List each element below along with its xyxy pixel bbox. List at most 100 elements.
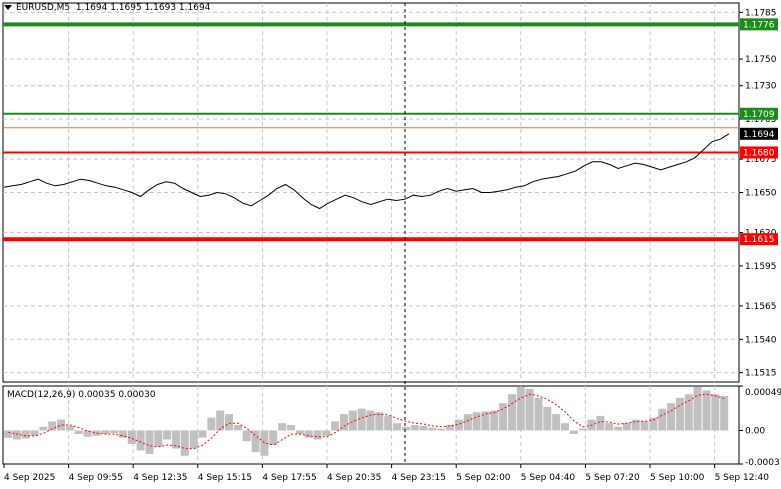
macd-histogram-bar xyxy=(180,430,189,456)
macd-histogram-bar xyxy=(21,430,30,439)
y-tick-label: 1.1565 xyxy=(745,302,777,312)
price-level-tag xyxy=(740,18,778,31)
macd-histogram-bar xyxy=(401,426,410,431)
macd-histogram-bar xyxy=(702,390,711,431)
macd-histogram-bar xyxy=(118,430,127,438)
x-tick-label: 4 Sep 09:55 xyxy=(69,473,123,483)
x-tick-label: 4 Sep 15:15 xyxy=(198,473,252,483)
macd-histogram-bar xyxy=(92,430,101,436)
current-price-tag xyxy=(740,127,778,140)
macd-histogram-bar xyxy=(295,430,304,434)
x-tick-label: 5 Sep 12:40 xyxy=(715,473,770,483)
macd-histogram-bar xyxy=(4,430,12,438)
price-level-tag xyxy=(740,146,778,159)
macd-histogram-bar xyxy=(189,430,198,449)
price-level-tag-label: 1.1615 xyxy=(743,235,775,245)
price-level-tag xyxy=(740,233,778,246)
macd-tick-label: -0.00037 xyxy=(745,458,781,468)
macd-histogram-bar xyxy=(242,430,251,442)
macd-histogram-bar xyxy=(278,423,287,431)
ohlc-values: 1.1694 1.1695 1.1693 1.1694 xyxy=(75,3,211,13)
macd-histogram-bar xyxy=(30,430,39,436)
macd-histogram-bar xyxy=(172,430,180,449)
macd-histogram-bar xyxy=(127,430,136,444)
price-series xyxy=(3,133,730,210)
macd-histogram-bar xyxy=(74,430,83,434)
chart-header: EURUSD,M5 1.1694 1.1695 1.1693 1.1694 xyxy=(4,3,210,13)
macd-histogram-bar xyxy=(693,386,702,431)
grid xyxy=(3,3,739,464)
macd-histogram-bar xyxy=(658,408,667,431)
x-tick-label: 4 Sep 23:15 xyxy=(392,473,446,483)
macd-histogram-bar xyxy=(543,406,552,431)
macd-histogram-bar xyxy=(48,421,57,431)
macd-histogram-bar xyxy=(393,423,401,431)
y-tick-label: 1.1650 xyxy=(745,189,777,199)
y-tick-label: 1.1595 xyxy=(745,262,777,272)
macd-histogram-bar xyxy=(419,425,428,431)
macd-histogram-bar xyxy=(614,426,623,431)
macd-histogram-bar xyxy=(667,403,676,431)
macd-histogram-bar xyxy=(384,415,393,431)
x-tick-label: 4 Sep 17:55 xyxy=(262,473,316,483)
y-tick-label: 1.1540 xyxy=(745,335,777,345)
macd-histogram-bar xyxy=(622,423,631,431)
macd-histogram-bar xyxy=(676,397,684,431)
y-tick-label: 1.1705 xyxy=(745,115,777,125)
macd-histogram-bar xyxy=(136,430,145,451)
macd-histogram-bar xyxy=(286,425,295,431)
macd-histogram-bar xyxy=(145,430,154,454)
macd-histogram-bar xyxy=(499,403,508,431)
x-tick-label: 5 Sep 02:00 xyxy=(456,473,511,483)
macd-signal-line xyxy=(8,393,725,450)
macd-histogram-bar xyxy=(216,410,225,431)
macd-histogram-bar xyxy=(684,394,693,431)
x-tick-label: 5 Sep 04:40 xyxy=(521,473,576,483)
macd-histogram-bar xyxy=(552,414,561,431)
macd-histogram-bar xyxy=(525,388,534,431)
macd-histogram-bar xyxy=(578,428,587,431)
macd-histogram-bar xyxy=(410,425,419,431)
macd-histogram-bar xyxy=(516,386,525,431)
macd-histogram-bar xyxy=(83,430,92,437)
macd-histogram-bar xyxy=(508,394,516,431)
macd-histogram-bar xyxy=(101,430,110,434)
dropdown-icon[interactable] xyxy=(4,5,12,10)
macd-histogram-bar xyxy=(12,430,21,440)
macd-histogram-bar xyxy=(57,419,65,431)
macd-histogram-bar xyxy=(366,410,375,431)
macd-histogram-bar xyxy=(304,430,313,438)
macd-histogram-bar xyxy=(490,410,499,431)
macd-histogram-bar xyxy=(463,414,472,431)
price-line xyxy=(3,133,730,210)
x-tick-label: 5 Sep 07:20 xyxy=(585,473,640,483)
x-tick-label: 4 Sep 20:35 xyxy=(327,473,381,483)
price-level-tag-label: 1.1680 xyxy=(743,148,775,158)
macd-histogram-bar xyxy=(472,412,481,431)
macd-header: MACD(12,26,9) 0.00035 0.00030 xyxy=(7,390,156,400)
x-tick-label: 5 Sep 10:00 xyxy=(650,473,705,483)
macd-histogram-bar xyxy=(154,430,163,447)
y-tick-label: 1.1675 xyxy=(745,155,777,165)
macd-histogram-bar xyxy=(375,412,384,431)
time-axis: 4 Sep 2025 4 Sep 09:55 4 Sep 12:35 4 Sep 15… xyxy=(3,464,770,483)
price-level-tag-label: 1.1776 xyxy=(743,20,775,30)
macd-histogram-bar xyxy=(481,411,490,431)
macd-histogram-bar xyxy=(437,428,446,431)
y-tick-label: 1.1515 xyxy=(745,369,777,379)
price-level-tag-label: 1.1709 xyxy=(743,110,775,120)
macd-histogram-bar xyxy=(454,419,463,431)
macd-histogram-bar xyxy=(446,425,455,431)
macd-histogram-bar xyxy=(596,415,605,431)
price-level-tag xyxy=(740,107,778,120)
macd-histogram-bar xyxy=(260,430,269,456)
price-levels xyxy=(3,22,739,242)
macd-histogram-bar xyxy=(313,430,322,440)
macd-histogram-bar xyxy=(720,396,729,431)
macd-histogram-bar xyxy=(65,425,74,431)
macd-histogram-bar xyxy=(605,423,614,431)
y-tick-label: 1.1750 xyxy=(745,55,777,65)
macd-tick-label: 0.00 xyxy=(745,426,765,436)
macd-histogram-bar xyxy=(110,430,119,434)
